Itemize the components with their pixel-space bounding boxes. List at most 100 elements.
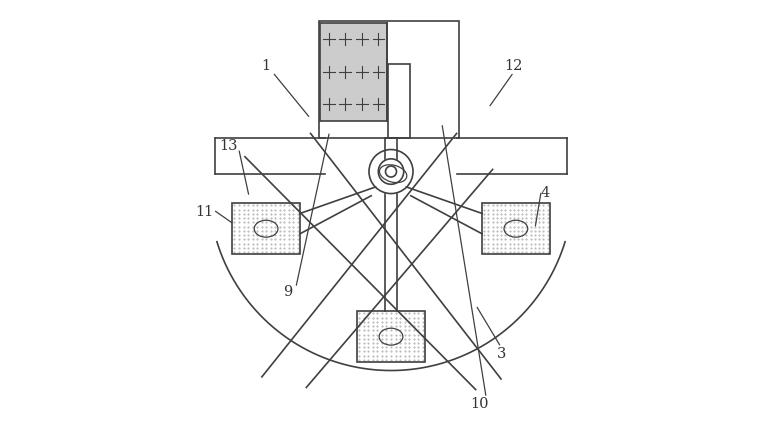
Point	[256, 219, 268, 226]
Point	[246, 232, 259, 238]
Point	[367, 318, 379, 325]
Point	[274, 240, 286, 247]
Point	[537, 248, 550, 255]
Point	[385, 318, 397, 325]
Point	[504, 232, 516, 238]
Point	[398, 352, 411, 359]
Point	[389, 314, 402, 321]
Point	[403, 327, 415, 334]
Point	[292, 240, 304, 247]
Point	[353, 323, 366, 330]
Point	[504, 223, 516, 230]
Point	[389, 348, 402, 355]
Point	[516, 206, 529, 213]
Point	[380, 318, 393, 325]
Point	[233, 215, 246, 222]
Point	[256, 248, 268, 255]
Point	[403, 323, 415, 330]
Point	[256, 215, 268, 222]
Point	[237, 215, 249, 222]
Point	[264, 240, 277, 247]
Point	[525, 248, 537, 255]
Point	[246, 215, 259, 222]
Point	[251, 202, 264, 209]
Point	[260, 223, 272, 230]
Point	[357, 335, 370, 342]
Point	[482, 223, 495, 230]
Point	[269, 210, 282, 217]
Point	[508, 202, 520, 209]
Point	[389, 318, 402, 325]
Point	[520, 202, 533, 209]
Point	[537, 206, 550, 213]
Point	[274, 202, 286, 209]
Point	[495, 240, 508, 247]
Point	[246, 248, 259, 255]
Point	[412, 356, 425, 363]
Point	[511, 232, 524, 238]
Point	[495, 219, 508, 226]
Point	[264, 236, 277, 243]
Point	[499, 219, 511, 226]
Point	[495, 236, 508, 243]
Text: 1: 1	[261, 59, 271, 73]
Point	[482, 232, 495, 238]
Point	[499, 210, 511, 217]
Point	[398, 331, 411, 338]
Point	[375, 323, 388, 330]
Point	[495, 232, 508, 238]
Point	[353, 310, 366, 317]
Point	[274, 223, 286, 230]
Point	[260, 245, 272, 251]
Point	[278, 219, 290, 226]
Point	[233, 227, 246, 234]
Point	[237, 202, 249, 209]
Bar	[388, 64, 410, 138]
Point	[490, 227, 503, 234]
Point	[385, 314, 397, 321]
Point	[407, 348, 420, 355]
Point	[499, 240, 511, 247]
Point	[367, 356, 379, 363]
Point	[246, 223, 259, 230]
Point	[367, 323, 379, 330]
Point	[233, 248, 246, 255]
Point	[292, 248, 304, 255]
Point	[486, 210, 499, 217]
Point	[282, 206, 295, 213]
Point	[520, 240, 533, 247]
Point	[269, 219, 282, 226]
Point	[416, 314, 429, 321]
Point	[242, 232, 254, 238]
Point	[380, 344, 393, 351]
Point	[385, 327, 397, 334]
Point	[478, 227, 490, 234]
Point	[353, 331, 366, 338]
Point	[260, 202, 272, 209]
Point	[237, 206, 249, 213]
Point	[416, 344, 429, 351]
Point	[292, 227, 304, 234]
Point	[403, 344, 415, 351]
Point	[251, 210, 264, 217]
Point	[362, 344, 375, 351]
Point	[264, 219, 277, 226]
Point	[287, 248, 300, 255]
Point	[371, 348, 384, 355]
Point	[486, 219, 499, 226]
Point	[357, 327, 370, 334]
Text: 11: 11	[196, 205, 213, 219]
Point	[357, 310, 370, 317]
Point	[511, 210, 524, 217]
Point	[537, 227, 550, 234]
Point	[482, 206, 495, 213]
Point	[385, 352, 397, 359]
Point	[533, 219, 545, 226]
Point	[367, 340, 379, 346]
Point	[228, 223, 241, 230]
Point	[403, 356, 415, 363]
Point	[282, 202, 295, 209]
Point	[394, 348, 407, 355]
Point	[398, 356, 411, 363]
Point	[495, 206, 508, 213]
